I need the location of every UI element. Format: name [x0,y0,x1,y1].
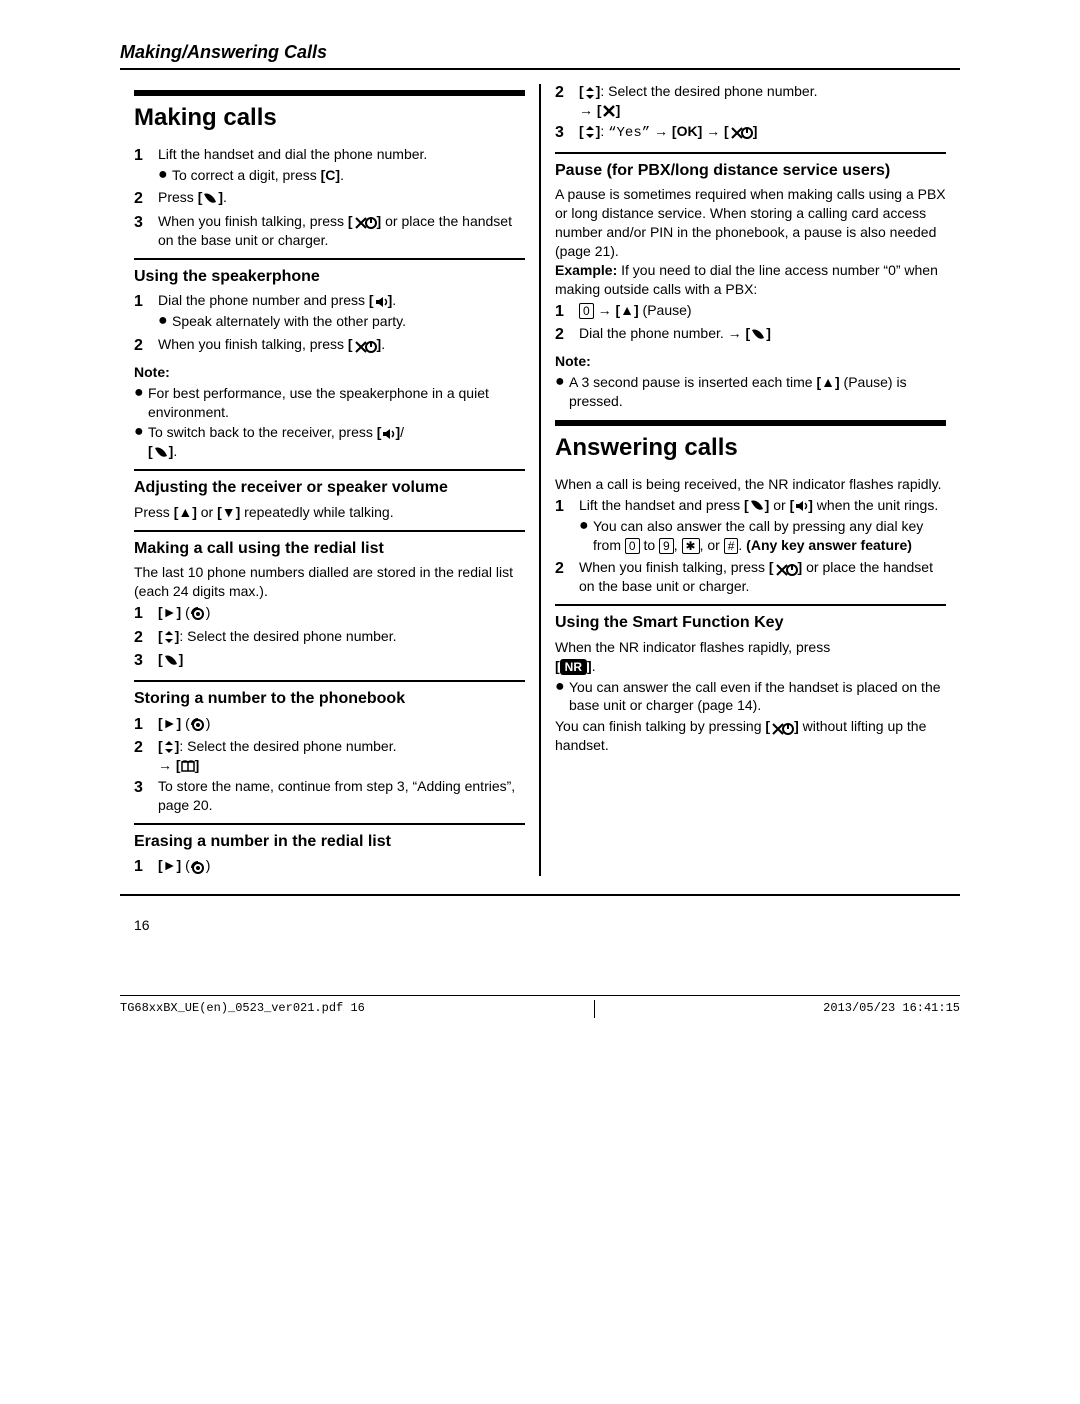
redial-heading: Making a call using the redial list [134,538,525,560]
footer-right: 2013/05/23 16:41:15 [823,1000,960,1018]
page: Making/Answering Calls Making calls 1 Li… [120,0,960,1022]
step-number: 1 [134,145,158,187]
smart-intro: When the NR indicator flashes rapidly, p… [555,638,946,676]
bullet-icon: ● [158,166,172,185]
note-label: Note: [134,363,525,382]
answering-intro: When a call is being received, the NR in… [555,475,946,494]
footer-left: TG68xxBX_UE(en)_0523_ver021.pdf 16 [120,1000,365,1018]
list-item: 1 Dial the phone number and press []. ●S… [134,291,525,333]
erase-number-heading: Erasing a number in the redial list [134,831,525,853]
redial-intro: The last 10 phone numbers dialled are st… [134,563,525,601]
bullet-text: To correct a digit, press [C]. [172,166,525,185]
list-item: 2 Press []. [134,188,525,210]
section-bar [134,90,525,96]
left-column: Making calls 1 Lift the handset and dial… [120,80,539,880]
step-text: Lift the handset and dial the phone numb… [158,146,427,162]
nr-badge: NR [560,659,587,675]
step-number: 2 [134,188,158,210]
making-calls-heading: Making calls [134,102,525,134]
pause-heading: Pause (for PBX/long distance service use… [555,160,946,182]
list-item: 3 When you finish talking, press [] or p… [134,212,525,250]
footer: TG68xxBX_UE(en)_0523_ver021.pdf 16 2013/… [120,995,960,1022]
list-item: 1 Lift the handset and dial the phone nu… [134,145,525,187]
speakerphone-heading: Using the speakerphone [134,266,525,288]
adjust-volume-heading: Adjusting the receiver or speaker volume [134,477,525,499]
pause-body: A pause is sometimes required when makin… [555,185,946,261]
footer-divider [594,1000,595,1018]
adjust-volume-text: Press [▲] or [▼] repeatedly while talkin… [134,503,525,522]
section-header: Making/Answering Calls [120,40,960,64]
step-number: 3 [134,212,158,250]
smart-end: You can finish talking by pressing [] wi… [555,717,946,755]
store-number-heading: Storing a number to the phonebook [134,688,525,710]
two-column-layout: Making calls 1 Lift the handset and dial… [120,80,960,880]
pause-example: Example: If you need to dial the line ac… [555,261,946,299]
right-column: 2[]: Select the desired phone number.→ [… [541,80,960,880]
smart-key-heading: Using the Smart Function Key [555,612,946,634]
answering-calls-heading: Answering calls [555,432,946,464]
header-rule [120,68,960,70]
list-item: 2 When you finish talking, press []. [134,335,525,357]
page-number: 16 [120,916,960,935]
